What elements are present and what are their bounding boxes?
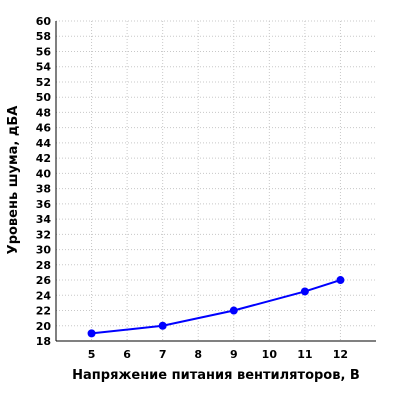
y-tick-label-24: 24: [36, 289, 52, 302]
y-tick-label-54: 54: [36, 61, 52, 74]
y-tick-label-50: 50: [36, 91, 52, 104]
series-layer: [87, 276, 345, 338]
x-axis-title: Напряжение питания вентиляторов, В: [72, 368, 360, 383]
y-tick-label-46: 46: [36, 122, 52, 135]
y-tick-label-20: 20: [36, 320, 52, 333]
axes: [55, 21, 376, 342]
x-tick-label-8: 8: [194, 348, 202, 361]
x-tick-label-10: 10: [262, 348, 278, 361]
data-point-7: [158, 321, 167, 330]
x-tick-label-11: 11: [297, 348, 312, 361]
y-tick-label-22: 22: [36, 305, 51, 318]
data-point-12: [336, 276, 345, 285]
y-tick-label-48: 48: [36, 106, 51, 119]
y-tick-label-52: 52: [36, 76, 51, 89]
y-tick-label-28: 28: [36, 259, 51, 272]
tick-labels: 5 6 7 8 9 10 11 1218202224262830323436384042444…: [36, 15, 348, 361]
y-tick-label-36: 36: [36, 198, 52, 211]
y-tick-label-26: 26: [36, 274, 52, 287]
y-tick-label-34: 34: [36, 213, 52, 226]
y-axis-title: Уровень шума, дБА: [6, 106, 21, 255]
y-tick-label-56: 56: [36, 45, 52, 58]
y-tick-label-18: 18: [36, 335, 51, 348]
x-tick-label-5: 5: [88, 348, 96, 361]
y-tick-label-32: 32: [36, 228, 51, 241]
data-point-11: [300, 287, 309, 296]
x-tick-label-9: 9: [230, 348, 238, 361]
x-tick-label-6: 6: [123, 348, 131, 361]
y-tick-label-40: 40: [36, 167, 52, 180]
y-tick-label-42: 42: [36, 152, 51, 165]
x-tick-label-7: 7: [159, 348, 167, 361]
y-tick-label-60: 60: [36, 15, 52, 28]
y-tick-label-30: 30: [36, 244, 52, 257]
y-tick-label-58: 58: [36, 30, 51, 43]
x-tick-label-12: 12: [333, 348, 348, 361]
data-point-5: [87, 329, 96, 338]
y-tick-label-44: 44: [36, 137, 52, 150]
y-tick-label-38: 38: [36, 183, 51, 196]
data-point-9: [229, 306, 238, 315]
grid: [56, 20, 376, 342]
